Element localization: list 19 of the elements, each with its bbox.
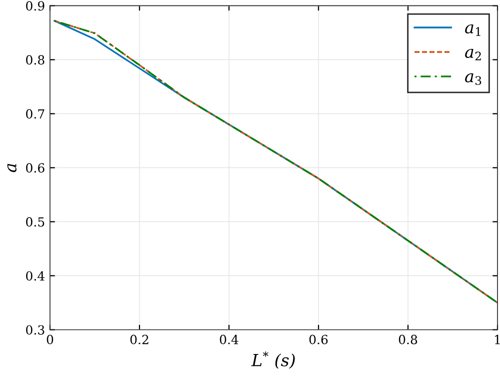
y-tick-label: 0.6: [26, 163, 44, 173]
x-tick-label: 0.6: [309, 334, 328, 344]
x-tick-label: 0: [46, 334, 54, 344]
y-tick-label: 0.3: [26, 325, 44, 335]
y-tick-label: 0.4: [26, 271, 45, 281]
x-tick-label: 1: [495, 334, 500, 344]
x-tick-label: 0.4: [220, 334, 238, 344]
y-tick-label: 0.7: [26, 109, 44, 119]
x-tick-label: 0.8: [398, 334, 418, 344]
y-axis-title: a: [7, 164, 16, 172]
y-tick-label: 0.9: [26, 1, 44, 11]
legend-label: a$_{1}$: [465, 24, 480, 36]
y-tick-label: 0.8: [26, 55, 44, 65]
legend-label: a$_{2}$: [465, 48, 481, 60]
y-tick-label: 0.5: [26, 217, 44, 227]
x-tick-label: 0.2: [130, 334, 148, 344]
line-series: [54, 20, 498, 304]
legend-label: a$_{3}$: [465, 73, 482, 85]
x-axis-title: L$^{*}$ (s): [251, 351, 295, 369]
